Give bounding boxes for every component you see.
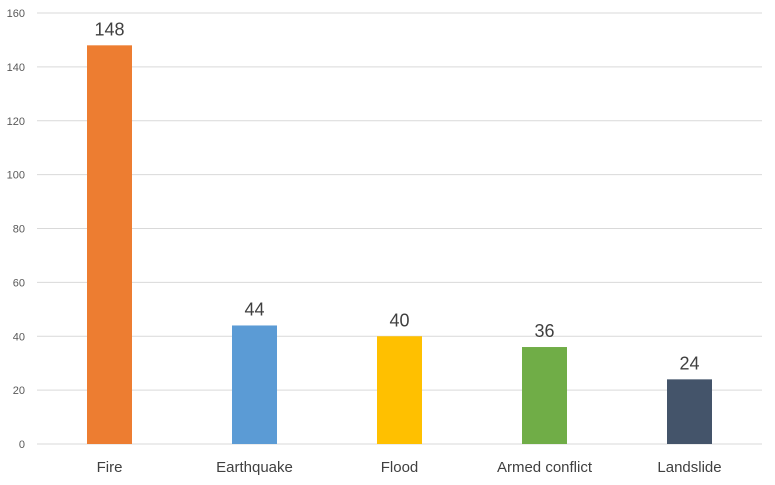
y-tick-label: 100 (7, 170, 25, 182)
data-label: 36 (534, 321, 554, 341)
x-axis-category-labels: Fire Earthquake Flood Armed conflict Landsli… (97, 459, 722, 476)
data-label: 148 (94, 19, 124, 39)
x-category-label: Earthquake (216, 459, 293, 476)
data-labels: 148 44 40 36 24 (94, 19, 699, 373)
bar-landslide (667, 379, 712, 444)
y-tick-label: 120 (7, 116, 25, 128)
x-category-label: Armed conflict (497, 459, 593, 476)
bar-earthquake (232, 325, 277, 444)
data-label: 40 (389, 310, 409, 330)
x-category-label: Fire (97, 459, 123, 476)
y-axis-tick-labels: 0 20 40 60 80 100 120 140 160 (7, 8, 25, 451)
bar-armed-conflict (522, 347, 567, 444)
y-tick-label: 60 (13, 277, 25, 289)
y-tick-label: 40 (13, 331, 25, 343)
y-tick-label: 160 (7, 8, 25, 20)
bar-flood (377, 336, 422, 444)
x-category-label: Landslide (657, 459, 721, 476)
data-label: 24 (679, 353, 699, 373)
y-tick-label: 80 (13, 224, 25, 236)
bars (87, 45, 712, 444)
bar-fire (87, 45, 132, 444)
x-category-label: Flood (381, 459, 419, 476)
gridlines (37, 12, 762, 445)
y-tick-label: 140 (7, 62, 25, 74)
y-tick-label: 20 (13, 385, 25, 397)
y-tick-label: 0 (19, 439, 25, 451)
data-label: 44 (244, 299, 264, 319)
